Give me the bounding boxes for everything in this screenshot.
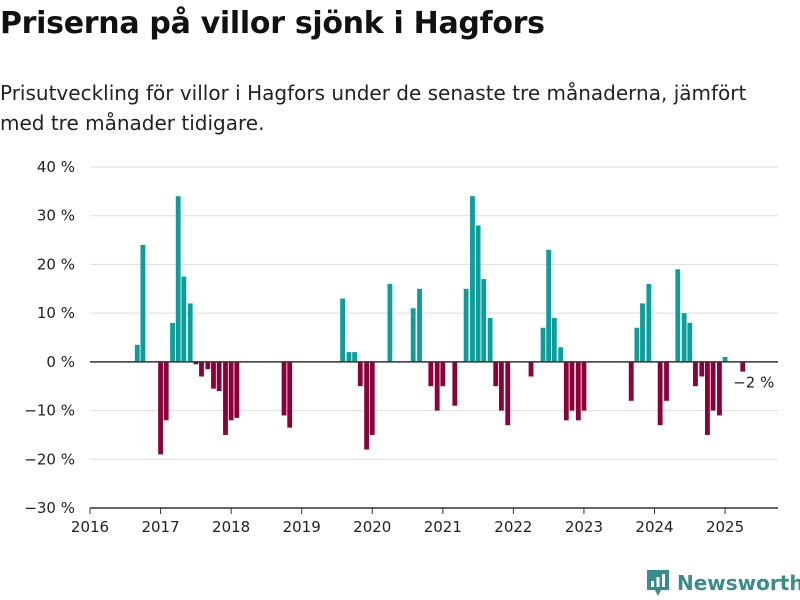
bar xyxy=(417,288,422,362)
x-tick-label: 2019 xyxy=(283,518,321,536)
annotation-group: −2 % xyxy=(733,374,774,392)
bar xyxy=(346,352,352,362)
bar xyxy=(410,308,416,362)
bar xyxy=(452,361,458,406)
chart-title: Priserna på villor sjönk i Hagfors xyxy=(0,6,545,41)
bar xyxy=(140,244,146,362)
bar xyxy=(163,361,169,421)
bar xyxy=(540,327,546,362)
bar xyxy=(287,361,293,428)
bar xyxy=(664,361,669,401)
bar xyxy=(340,298,346,362)
brand-logo: Newsworthy xyxy=(645,568,800,598)
axes: 40 % 30 % 20 % 10 % 0 % −10 % −20 % −30 %2016 20… xyxy=(24,158,778,536)
bar xyxy=(563,361,569,421)
bar xyxy=(387,283,393,362)
bar xyxy=(428,361,434,387)
bar xyxy=(463,288,469,362)
bar xyxy=(740,361,746,372)
bar xyxy=(569,361,575,411)
bar xyxy=(646,283,652,362)
y-tick-label: 30 % xyxy=(37,207,75,225)
bar xyxy=(640,303,645,362)
bar xyxy=(710,361,716,411)
x-tick-label: 2025 xyxy=(706,518,744,536)
y-tick-label: 40 % xyxy=(37,158,75,176)
bar xyxy=(175,196,181,362)
x-tick-label: 2016 xyxy=(71,518,109,536)
bar xyxy=(223,361,228,435)
bar xyxy=(475,225,481,362)
brand-name: Newsworthy xyxy=(677,571,800,595)
bar xyxy=(134,344,140,362)
y-tick-label: −30 % xyxy=(24,499,75,517)
x-tick-label: 2023 xyxy=(565,518,603,536)
y-tick-label: −10 % xyxy=(24,402,75,420)
y-tick-label: 10 % xyxy=(37,304,75,322)
x-tick-label: 2017 xyxy=(141,518,179,536)
newsworthy-logo-icon xyxy=(647,570,669,596)
bar xyxy=(493,361,499,387)
bar xyxy=(657,361,663,426)
bar xyxy=(193,361,199,365)
bar xyxy=(364,361,370,450)
bar xyxy=(505,361,511,426)
bars-group xyxy=(134,196,746,455)
bar xyxy=(575,361,581,421)
last-value-annotation: −2 % xyxy=(733,374,774,392)
bar xyxy=(199,361,204,377)
bar xyxy=(705,361,710,435)
x-tick-label: 2022 xyxy=(494,518,532,536)
bar xyxy=(675,269,681,362)
bar xyxy=(628,361,634,401)
bar xyxy=(558,347,564,362)
bar xyxy=(498,361,504,411)
bar xyxy=(481,279,487,362)
bar xyxy=(216,361,222,392)
x-tick-label: 2021 xyxy=(424,518,462,536)
bar xyxy=(634,327,640,362)
x-tick-label: 2024 xyxy=(635,518,673,536)
bar xyxy=(357,361,363,387)
bar xyxy=(228,361,234,421)
bar xyxy=(487,318,493,362)
bar xyxy=(699,361,705,377)
grid-lines xyxy=(90,166,778,460)
bar xyxy=(352,352,358,362)
bar xyxy=(181,276,187,362)
bar xyxy=(434,361,440,411)
bar xyxy=(681,313,687,362)
bar xyxy=(470,196,475,362)
bar xyxy=(551,318,557,362)
bar xyxy=(170,322,175,362)
bar xyxy=(234,361,240,418)
y-tick-label: −20 % xyxy=(24,450,75,468)
y-tick-label: 20 % xyxy=(37,255,75,273)
chart-subtitle: Prisutveckling för villor i Hagfors unde… xyxy=(0,81,747,135)
y-tick-label: 0 % xyxy=(46,353,75,371)
bar xyxy=(693,361,698,387)
bar xyxy=(440,361,446,387)
bar xyxy=(158,361,163,455)
bar xyxy=(211,361,216,389)
bar xyxy=(546,249,552,362)
bar xyxy=(281,361,287,416)
bar xyxy=(369,361,375,435)
bar xyxy=(528,361,534,377)
bar xyxy=(205,361,211,370)
x-tick-label: 2018 xyxy=(212,518,250,536)
x-tick-label: 2020 xyxy=(353,518,391,536)
bar xyxy=(687,322,693,362)
bar xyxy=(717,361,722,416)
bar xyxy=(187,303,193,362)
bar xyxy=(581,361,587,411)
bar xyxy=(722,356,728,362)
